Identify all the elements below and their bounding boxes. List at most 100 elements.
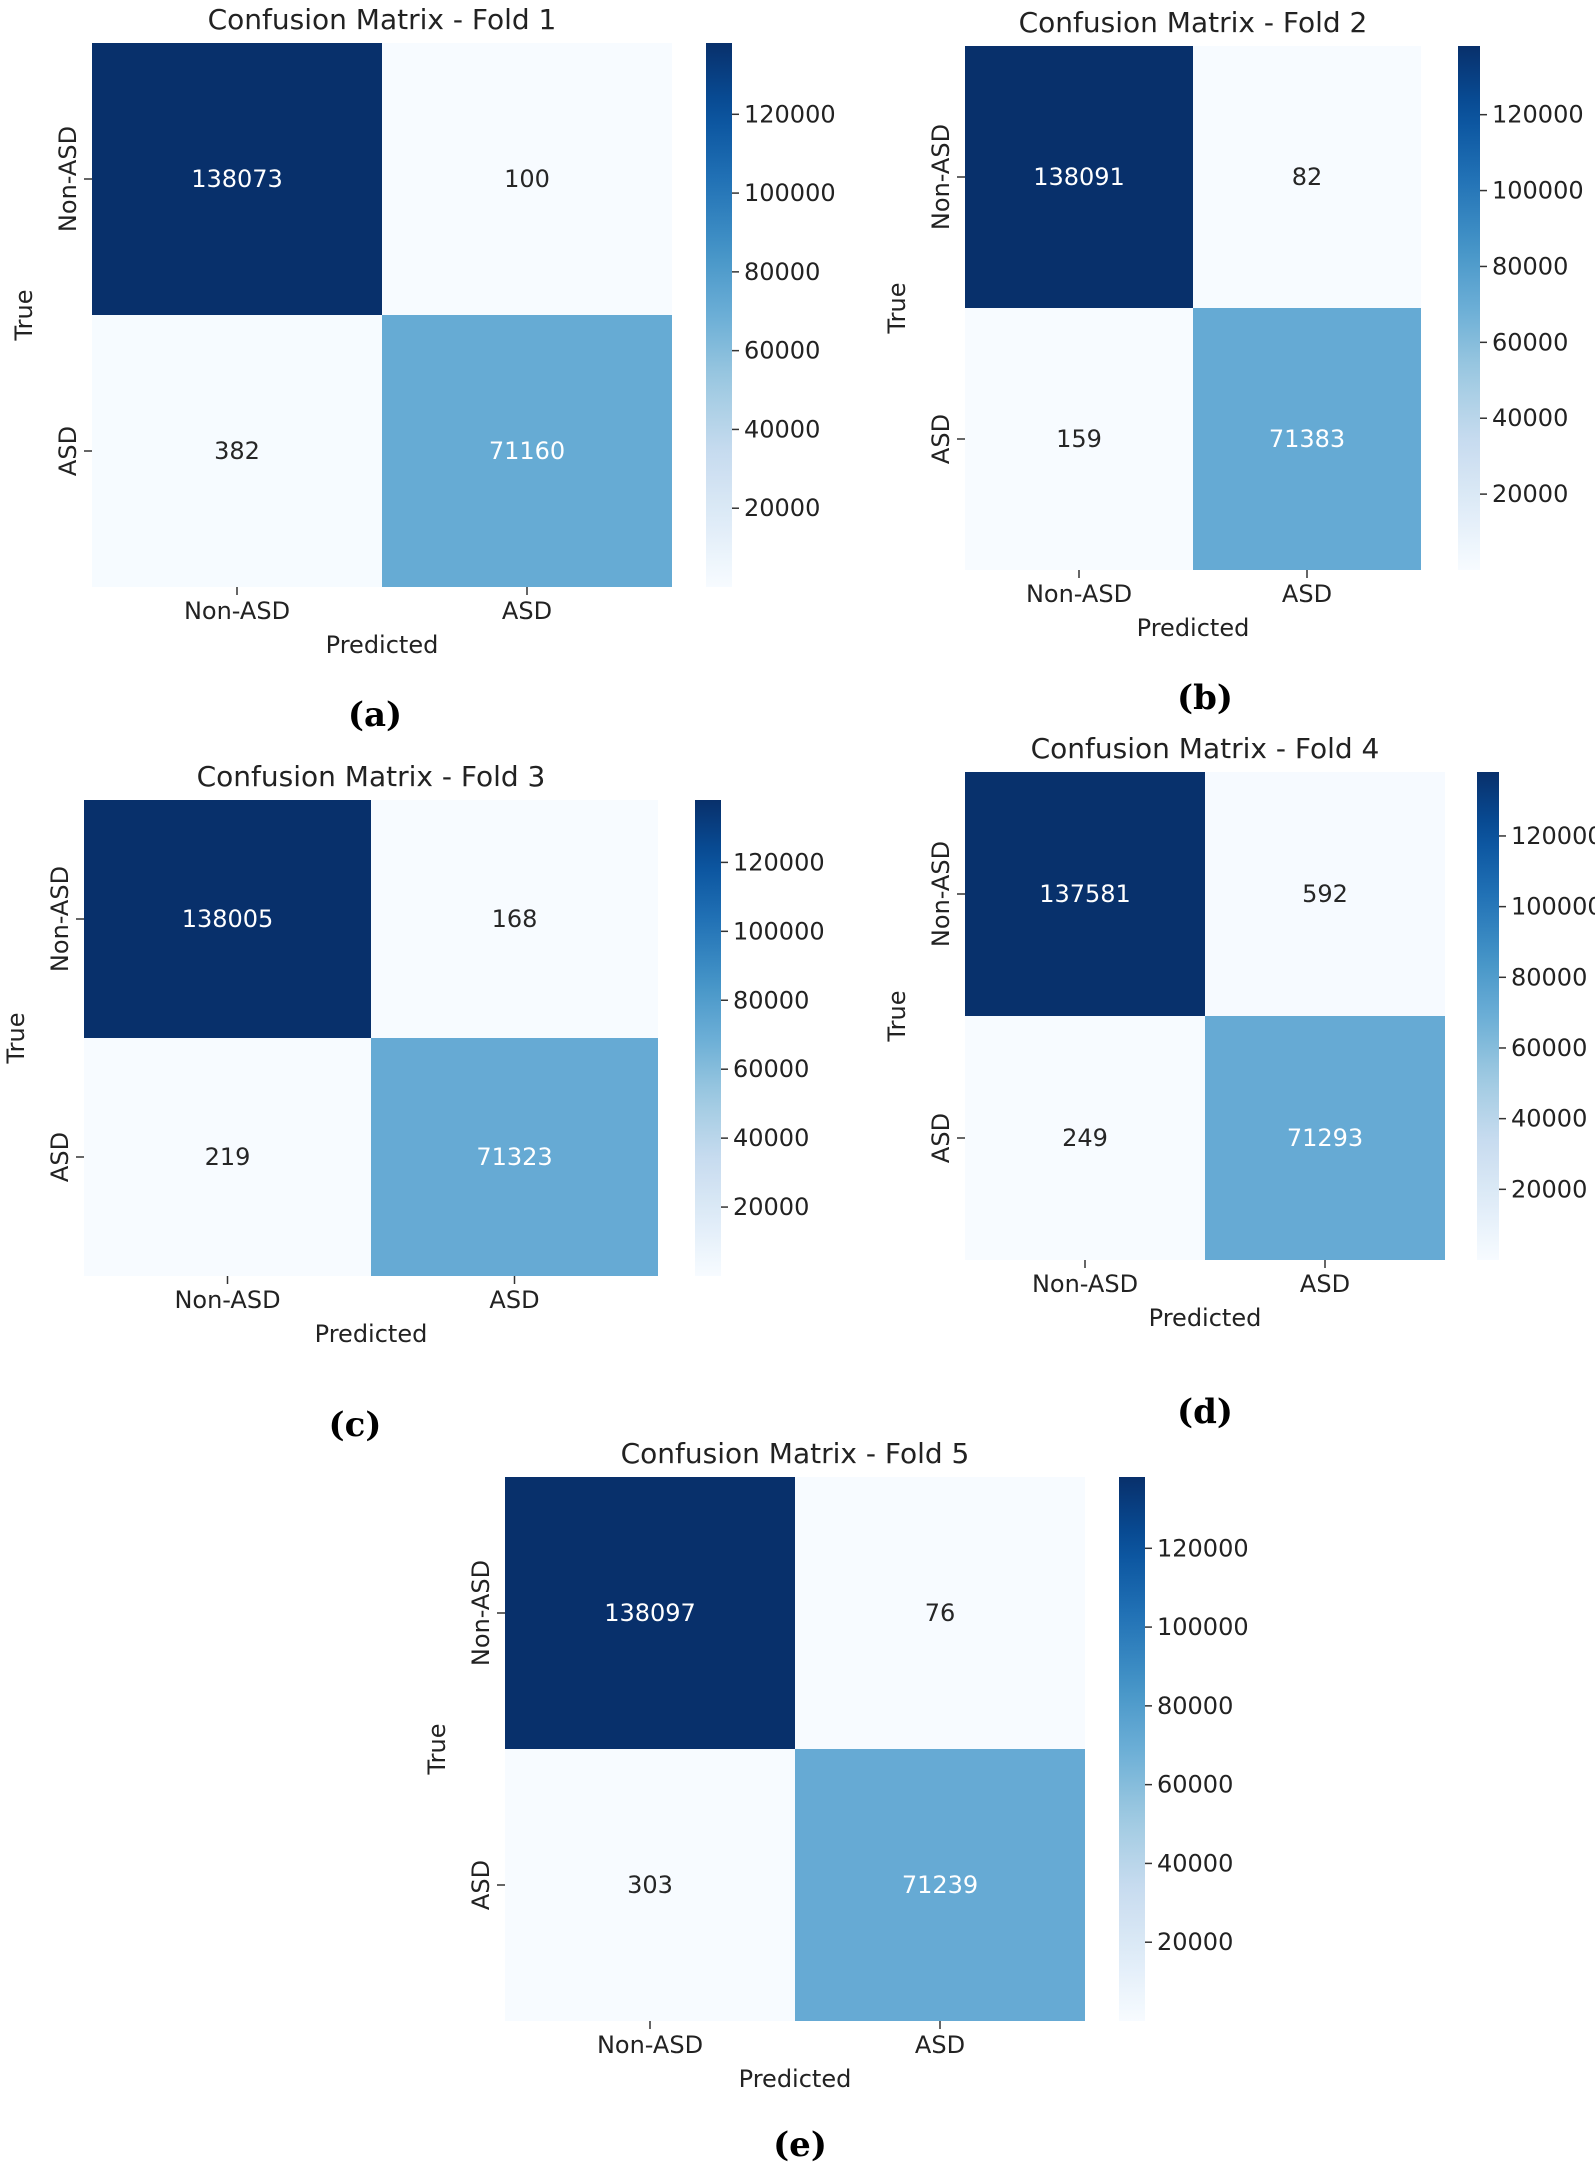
colorbar-tick-label: 80000 [1492,252,1568,280]
colorbar-tick-label: 40000 [1157,1849,1233,1877]
cell-value-label: 71383 [1269,425,1345,453]
chart-title: Confusion Matrix - Fold 5 [621,1437,970,1470]
x-axis-label: Predicted [326,631,439,659]
chart-title: Confusion Matrix - Fold 3 [197,760,546,793]
x-tick-label: ASD [502,597,552,625]
confusion-matrix-fold-5: Confusion Matrix - Fold 5 138097 76 303 7123… [400,1425,1280,2105]
cell-value-label: 249 [1062,1124,1108,1152]
cell-value-label: 100 [504,165,550,193]
y-tick-label: ASD [927,414,955,464]
colorbar-tick-label: 120000 [733,848,825,876]
cell-value-label: 137581 [1039,880,1131,908]
chart-title: Confusion Matrix - Fold 4 [1031,732,1380,765]
colorbar-tick-label: 20000 [1511,1175,1587,1203]
cell-value-label: 138097 [604,1599,696,1627]
y-tick-label: ASD [927,1113,955,1163]
heatmap-cell [371,800,658,1038]
colorbar-tick-label: 120000 [744,100,836,128]
colorbar-tick-label: 80000 [1157,1692,1233,1720]
x-axis-label: Predicted [1149,1304,1262,1332]
x-axis-label: Predicted [1137,614,1250,642]
caption-e: (e) [773,2125,827,2165]
heatmap-cell [92,315,382,587]
cell-value-label: 303 [627,1871,673,1899]
colorbar [695,800,721,1276]
heatmap-cell [1193,308,1421,570]
heatmap-cell [382,43,672,315]
colorbar-tick-label: 100000 [1492,177,1584,205]
heatmap-cell [965,1016,1205,1260]
y-axis-label: True [2,1013,30,1065]
heatmap-cell [965,772,1205,1016]
colorbar-tick-label: 80000 [744,258,820,286]
colorbar-tick-label: 80000 [1511,963,1587,991]
y-tick-label: Non-ASD [927,841,955,947]
heatmap-cell [92,43,382,315]
x-tick-label: ASD [1300,1270,1350,1298]
colorbar-tick-label: 120000 [1511,822,1595,850]
y-tick-label: Non-ASD [54,126,82,232]
colorbar-tick-label: 100000 [744,179,836,207]
y-tick-label: Non-ASD [927,124,955,230]
confusion-matrix-fold-3: Confusion Matrix - Fold 3 138005 168 219 713… [0,750,860,1400]
cell-value-label: 82 [1292,163,1323,191]
heatmap-svg: Confusion Matrix - Fold 1 138073 100 382 711… [10,3,836,659]
heatmap-svg: Confusion Matrix - Fold 4 137581 592 249 712… [883,732,1595,1332]
y-axis-label: True [883,991,911,1043]
heatmap-cell [505,1477,795,1749]
heatmap-cell [84,1038,371,1276]
colorbar-tick-label: 60000 [1511,1034,1587,1062]
caption-d: (d) [1177,1392,1233,1432]
colorbar-tick-label: 40000 [733,1124,809,1152]
cell-value-label: 138091 [1033,163,1125,191]
cell-value-label: 71293 [1287,1124,1363,1152]
colorbar-tick-label: 120000 [1492,101,1584,129]
cell-value-label: 159 [1056,425,1102,453]
colorbar-tick-label: 100000 [733,917,825,945]
colorbar [1119,1477,1145,2021]
heatmap-svg: Confusion Matrix - Fold 3 138005 168 219 713… [2,760,825,1348]
colorbar [1477,772,1499,1260]
cell-value-label: 138073 [191,165,283,193]
colorbar-tick-label: 80000 [733,986,809,1014]
heatmap-cell [371,1038,658,1276]
caption-c: (c) [328,1405,382,1445]
y-tick-label: ASD [467,1860,495,1910]
confusion-matrix-fold-4: Confusion Matrix - Fold 4 137581 592 249 712… [880,725,1595,1365]
cell-value-label: 71160 [489,437,565,465]
colorbar [1458,46,1480,570]
colorbar-tick-label: 20000 [744,494,820,522]
heatmap-cell [795,1477,1085,1749]
heatmap-cell [965,46,1193,308]
heatmap-cell [84,800,371,1038]
heatmap-cell [1205,1016,1445,1260]
chart-title: Confusion Matrix - Fold 2 [1019,6,1368,39]
x-tick-label: Non-ASD [1026,580,1132,608]
cell-value-label: 71323 [476,1143,552,1171]
cell-value-label: 382 [214,437,260,465]
heatmap-cell [1193,46,1421,308]
x-tick-label: Non-ASD [597,2031,703,2059]
x-tick-label: ASD [1282,580,1332,608]
colorbar-tick-label: 20000 [1157,1928,1233,1956]
heatmap-cell [795,1749,1085,2021]
confusion-matrix-fold-1: Confusion Matrix - Fold 1 138073 100 382 711… [0,0,860,680]
colorbar-tick-label: 60000 [1157,1771,1233,1799]
colorbar-tick-label: 60000 [1492,328,1568,356]
colorbar-tick-label: 60000 [744,337,820,365]
cell-value-label: 592 [1302,880,1348,908]
cell-value-label: 219 [205,1143,251,1171]
confusion-matrix-fold-2: Confusion Matrix - Fold 2 138091 82 159 7138… [880,0,1595,680]
x-tick-label: Non-ASD [1032,1270,1138,1298]
x-axis-label: Predicted [315,1320,428,1348]
cell-value-label: 71239 [902,1871,978,1899]
y-tick-label: ASD [54,426,82,476]
colorbar-tick-label: 20000 [1492,480,1568,508]
colorbar-tick-label: 20000 [733,1193,809,1221]
y-tick-label: Non-ASD [46,866,74,972]
cell-value-label: 138005 [182,905,274,933]
colorbar-tick-label: 60000 [733,1055,809,1083]
colorbar-tick-label: 100000 [1157,1613,1249,1641]
y-axis-label: True [883,283,911,335]
colorbar-tick-label: 120000 [1157,1534,1249,1562]
